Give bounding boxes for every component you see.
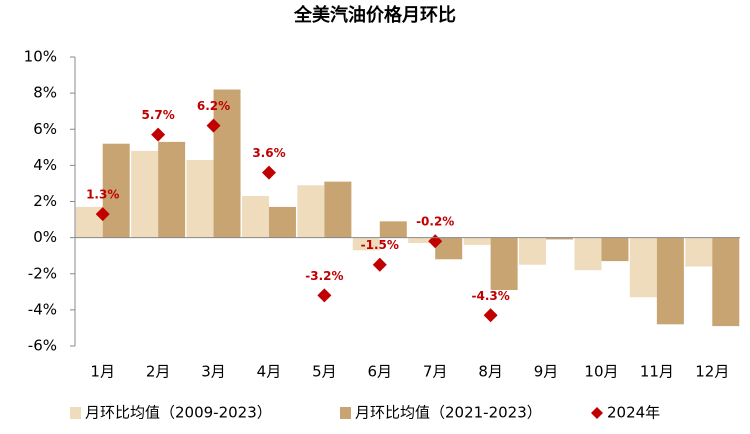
legend-marker (70, 407, 81, 419)
bar (435, 237, 463, 260)
y-tick-label: -4% (28, 300, 57, 318)
bar (352, 237, 380, 251)
data-label: -4.3% (471, 289, 509, 303)
y-tick-label: 2% (33, 192, 57, 210)
bar (629, 237, 657, 298)
x-tick-label: 7月 (423, 363, 448, 381)
data-label: 6.2% (197, 99, 230, 113)
x-tick-label: 12月 (695, 363, 729, 381)
y-tick-label: 8% (33, 84, 57, 102)
bar (546, 237, 574, 240)
x-tick-label: 11月 (640, 363, 674, 381)
data-label: 5.7% (141, 108, 174, 122)
marker (95, 207, 110, 222)
bar (712, 237, 740, 327)
bar (213, 89, 241, 238)
y-tick-label: 0% (33, 228, 57, 246)
y-tick-label: -6% (28, 337, 57, 355)
bar (379, 221, 407, 238)
legend-label: 月环比均值（2009-2023） (85, 404, 272, 422)
bar (574, 237, 602, 271)
legend-label: 月环比均值（2021-2023） (355, 404, 542, 422)
legend-label: 2024年 (607, 404, 660, 422)
bar (656, 237, 684, 325)
marker (483, 308, 498, 323)
bar (408, 237, 436, 244)
y-tick-label: 10% (24, 48, 57, 66)
legend-marker (340, 407, 351, 419)
y-tick-label: 4% (33, 156, 57, 174)
y-tick-label: -2% (28, 264, 57, 282)
bar (131, 150, 159, 238)
bar (297, 185, 325, 238)
y-tick-label: 6% (33, 120, 57, 138)
x-tick-label: 4月 (257, 363, 282, 381)
x-tick-label: 5月 (312, 363, 337, 381)
data-label: 3.6% (252, 146, 285, 160)
data-label: -0.2% (416, 215, 454, 229)
bar (519, 237, 547, 265)
bar (158, 141, 186, 238)
bar (324, 181, 352, 238)
marker (206, 118, 221, 133)
data-label: -3.2% (305, 269, 343, 283)
x-tick-label: 6月 (368, 363, 393, 381)
x-tick-label: 9月 (534, 363, 559, 381)
bar (102, 143, 130, 238)
x-tick-label: 1月 (90, 363, 115, 381)
x-tick-label: 8月 (478, 363, 503, 381)
legend-marker (591, 407, 603, 419)
marker (151, 127, 166, 142)
marker (372, 257, 387, 272)
bar (241, 196, 269, 238)
bar (268, 206, 296, 238)
bar (463, 237, 491, 245)
marker (317, 288, 332, 303)
marker (261, 165, 276, 180)
bar (685, 237, 713, 267)
bar (601, 237, 629, 262)
data-label: -1.5% (361, 238, 399, 252)
bar (186, 159, 214, 238)
chart-title: 全美汽油价格月环比 (293, 4, 456, 26)
x-tick-label: 10月 (584, 363, 618, 381)
x-tick-label: 2月 (146, 363, 171, 381)
data-label: 1.3% (86, 188, 119, 202)
x-tick-label: 3月 (201, 363, 226, 381)
bar (490, 237, 518, 291)
